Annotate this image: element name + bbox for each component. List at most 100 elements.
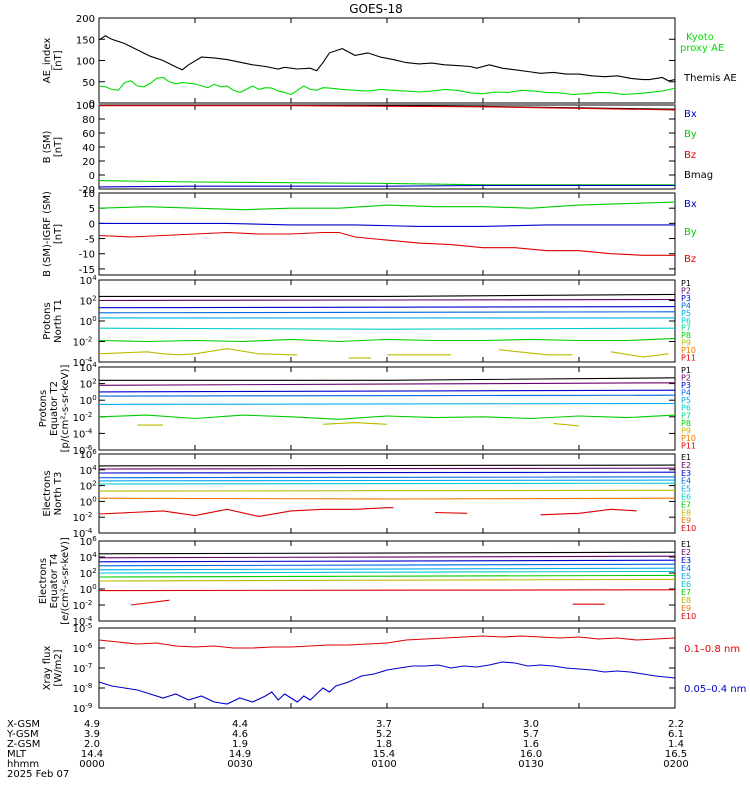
y-tick-label: 5 [89,204,95,215]
panel-4: 104 102 100 10-2 10-4 Protons North T1 P1P2P3P4… [42,274,696,369]
legend-entry: E8 [681,596,691,605]
series-line [98,201,676,211]
y-tick-label: 10-4 [73,615,93,628]
series-line [98,489,676,492]
legend-entry: P7 [681,324,691,333]
time-axis-value: 5.2 [376,729,392,740]
legend-entry: 0.1–0.8 nm [684,644,740,655]
legend-entry: E6 [681,493,691,502]
y-tick-label: -15 [79,265,95,276]
y-tick-label: 10-2 [73,511,93,524]
series-line [98,661,676,705]
series-line [99,222,675,227]
y-axis-label: [p/(cm²-s-sr-keV)] [60,365,71,453]
series-line [98,555,676,559]
series-line [498,349,573,356]
y-axis-label: North T1 [53,299,64,343]
time-axis-value: 0000 [79,759,104,770]
series-line [99,105,676,111]
series-line [98,76,676,96]
legend-entry: E10 [681,612,696,621]
y-axis-label: Equator T2 [49,381,60,436]
legend-entry: E4 [681,564,691,573]
series-line [434,511,468,514]
legend-entry: P8 [681,331,691,340]
legend-entry: P5 [681,396,691,405]
y-tick-label: 106 [79,448,97,461]
legend-entry: P9 [681,426,691,435]
time-axis-value: 6.1 [668,729,684,740]
y-tick-label: 102 [79,480,96,493]
legend-entry: E7 [681,588,691,597]
legend-entry: Bx [684,199,697,210]
panel-8: 10-5 10-6 10-7 10-8 10-9 Xray flux [W/m2] 0.1–0… [42,622,746,715]
time-axis-value: 1.6 [523,739,539,750]
y-tick-label: 10-6 [73,642,93,655]
time-axis-value: 4.6 [232,729,248,740]
y-axis-label: Equator T4 [49,554,60,609]
series-line [610,351,669,358]
y-tick-label: 10-4 [73,527,93,540]
date-label: 2025 Feb 07 [7,769,69,780]
legend-entry: E7 [681,500,691,509]
series-line [98,180,675,186]
legend-entry: P6 [681,404,691,413]
legend-entry: E3 [681,469,691,478]
time-axis-value: 4.4 [232,719,248,730]
series-line [98,563,676,567]
legend-entry: Bmag [684,170,713,181]
y-tick-label: -10 [79,250,95,261]
plot-title: GOES-18 [349,2,403,16]
series-line [98,348,298,356]
legend-entry: E9 [681,516,691,525]
y-tick-label: 100 [79,495,96,508]
time-axis-value: 0100 [371,759,396,770]
series-line [98,35,676,82]
series-line [98,574,676,578]
legend-entry: Kyoto [686,32,714,43]
series-line [98,389,676,393]
legend-entry: P1 [681,366,691,375]
legend-entry: Bz [684,254,696,265]
legend-entry: P10 [681,346,696,355]
y-axis-label: [nT] [53,137,64,157]
y-tick-label: 10-4 [73,356,93,369]
legend-entry: P11 [681,441,696,450]
y-tick-label: 40 [82,143,95,154]
series-line [98,327,676,330]
legend-entry: P11 [681,354,696,363]
legend-entry: P9 [681,339,691,348]
y-tick-label: 60 [82,129,95,140]
y-axis-label: Electrons [38,558,49,604]
legend-entry: proxy AE [680,43,724,54]
series-line [98,471,676,474]
series-line [98,578,676,582]
legend-entry: P6 [681,316,691,325]
time-axis-value: 5.7 [523,729,539,740]
series-line [98,394,676,397]
y-tick-label: 10-2 [73,411,93,424]
time-axis-value: 1.9 [232,739,248,750]
y-tick-label: 10-5 [73,622,93,635]
legend-entry: E8 [681,508,691,517]
y-tick-label: 0 [89,99,95,110]
legend-entry: E3 [681,556,691,565]
y-tick-label: 104 [79,551,97,564]
series-line [98,402,676,405]
y-axis-label: [e/(cm²-s-sr-keV)] [60,537,71,625]
legend-entry: P1 [681,279,691,288]
y-tick-label: 10-2 [73,599,93,612]
time-axis-value: 14.9 [229,749,251,760]
y-tick-label: 100 [76,57,95,68]
y-tick-label: 50 [82,78,95,89]
y-tick-label: 10-9 [73,702,93,715]
legend-entry: By [684,227,697,238]
panel-frame [98,104,676,190]
series-line [98,464,676,467]
time-axis-value: 0200 [663,759,688,770]
time-axis-value: 16.5 [665,749,687,760]
y-tick-label: 150 [76,35,95,46]
series-line [322,422,388,425]
